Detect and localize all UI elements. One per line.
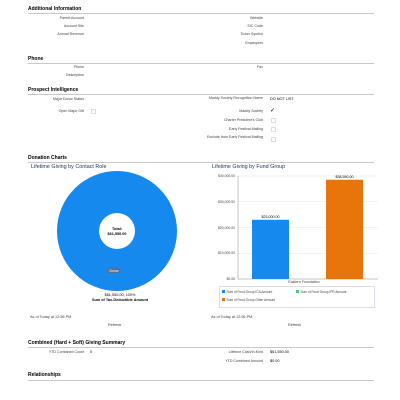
field-label-major-donor-status: Major Donor Status bbox=[53, 97, 84, 101]
bar-chart-refresh-button[interactable]: Refresh bbox=[288, 323, 302, 327]
pie-slice-caption: $61,550.00; 100% bbox=[104, 293, 136, 297]
pie-measure-label: Sum of Tax-Deductible Amount bbox=[91, 298, 149, 302]
legend-swatch-other bbox=[222, 298, 225, 302]
y-tick-label: $40,000.00 bbox=[218, 174, 235, 178]
section-divider bbox=[28, 94, 374, 95]
legend-label-ipr: Sum of Fund Group IPR Amount bbox=[300, 290, 347, 294]
section-header-donation-charts: Donation Charts bbox=[28, 155, 67, 161]
y-tick-label: $10,000.00 bbox=[218, 251, 235, 256]
x-category-label: Eastern Foundation bbox=[288, 280, 320, 284]
section-divider bbox=[28, 162, 374, 163]
section-header-phone: Phone bbox=[28, 56, 44, 62]
bar-chart-legend bbox=[219, 286, 375, 308]
section-header-relationships: Relationships bbox=[28, 372, 61, 378]
bar-chart-as-of-timestamp: As of Today at 12:56 PM bbox=[211, 315, 253, 319]
legend-item-ica[interactable]: Sum of Fund Group ICA Amount bbox=[222, 290, 272, 294]
pie-chart-title: Lifetime Giving by Contact Role bbox=[31, 164, 107, 170]
field-label-website: Website bbox=[250, 16, 263, 20]
open-major-gift-checkbox[interactable] bbox=[91, 109, 97, 115]
ytd-combined-amount-value: $0.00 bbox=[270, 359, 280, 363]
field-label-lifetime-cash-in-kind: Lifetime Cash/In-Kind bbox=[228, 350, 263, 354]
legend-item-other[interactable]: Sum of Fund Group Other Amount bbox=[222, 298, 275, 302]
field-label-early-festival-mailing: Early Festival Mailing bbox=[229, 127, 263, 131]
y-tick-label: $30,000.00 bbox=[218, 199, 235, 204]
field-label-sic-code: SIC Code bbox=[247, 24, 263, 28]
field-label-maddy-society-recognition-name: Maddy Society Recognition Name bbox=[208, 96, 263, 100]
field-label-ticker-symbol: Ticker Symbol bbox=[240, 32, 263, 36]
field-label-charter-presidents-club: Charter President's Club bbox=[223, 118, 263, 122]
y-tick-label: $0.00 bbox=[226, 277, 236, 281]
pie-chart-hole bbox=[99, 213, 135, 249]
field-label-parent-account: Parent Account bbox=[59, 16, 84, 20]
y-tick-label: $20,000.00 bbox=[218, 225, 235, 230]
bar-value-label-other: $38,550.00 bbox=[335, 174, 354, 179]
charter-presidents-club-checkbox[interactable] bbox=[271, 118, 277, 124]
section-divider bbox=[28, 63, 374, 64]
field-label-annual-revenue: Annual Revenue bbox=[57, 32, 84, 36]
field-label-ytd-combined-count: YTD Combined Count bbox=[48, 350, 84, 354]
field-label-description: Description bbox=[66, 73, 84, 77]
section-divider bbox=[28, 380, 374, 381]
field-label-open-major-gift: Open Major Gift bbox=[58, 109, 84, 113]
maddy-society-checkmark-icon: ✓ bbox=[270, 108, 276, 114]
field-label-employees: Employees bbox=[245, 41, 263, 45]
pie-center-total-value: $61,550.00 bbox=[107, 232, 127, 236]
legend-label-ica: Sum of Fund Group ICA Amount bbox=[226, 290, 273, 294]
field-label-phone: Phone bbox=[73, 65, 84, 69]
section-header-combined-giving-summary: Combined (Hard + Soft) Giving Summary bbox=[28, 340, 126, 346]
bar-fund-group-other[interactable] bbox=[326, 179, 363, 279]
pie-center-total-label: Total: bbox=[111, 227, 123, 231]
field-label-fax: Fax bbox=[257, 65, 263, 69]
pie-slice-label-donor: Donor bbox=[108, 268, 121, 273]
section-header-additional-information: Additional Information bbox=[28, 6, 82, 12]
exclude-early-festival-mailing-checkbox[interactable] bbox=[271, 137, 277, 143]
early-festival-mailing-checkbox[interactable] bbox=[271, 127, 277, 133]
section-divider bbox=[28, 347, 374, 348]
pie-chart-as-of-timestamp: As of Today at 12:56 PM bbox=[30, 315, 72, 319]
field-label-ytd-combined-amount: YTD Combined Amount bbox=[225, 359, 263, 363]
field-label-exclude-from-early-festival-mailing: Exclude from Early Festival Mailing bbox=[207, 135, 263, 139]
field-label-maddy-society: Maddy Society bbox=[239, 109, 263, 113]
lifetime-cash-in-kind-value: $61,550.00 bbox=[270, 350, 290, 354]
bar-value-label-ica: $23,000.00 bbox=[261, 214, 280, 219]
bar-chart-title: Lifetime Giving by Fund Group bbox=[212, 164, 286, 170]
legend-swatch-ica bbox=[222, 290, 225, 294]
pie-chart-refresh-button[interactable]: Refresh bbox=[108, 323, 122, 327]
legend-item-ipr[interactable]: Sum of Fund Group IPR Amount bbox=[296, 290, 346, 294]
ytd-combined-count-value: 0 bbox=[90, 350, 93, 354]
section-divider bbox=[28, 13, 374, 14]
section-header-prospect-intelligence: Prospect Intelligence bbox=[28, 87, 79, 93]
maddy-society-recognition-name-value: DO NOT LIST bbox=[270, 97, 294, 101]
bar-fund-group-ica[interactable] bbox=[252, 219, 289, 279]
field-label-account-site: Account Site bbox=[63, 24, 84, 28]
legend-swatch-ipr bbox=[296, 290, 299, 294]
legend-label-other: Sum of Fund Group Other Amount bbox=[226, 298, 276, 302]
